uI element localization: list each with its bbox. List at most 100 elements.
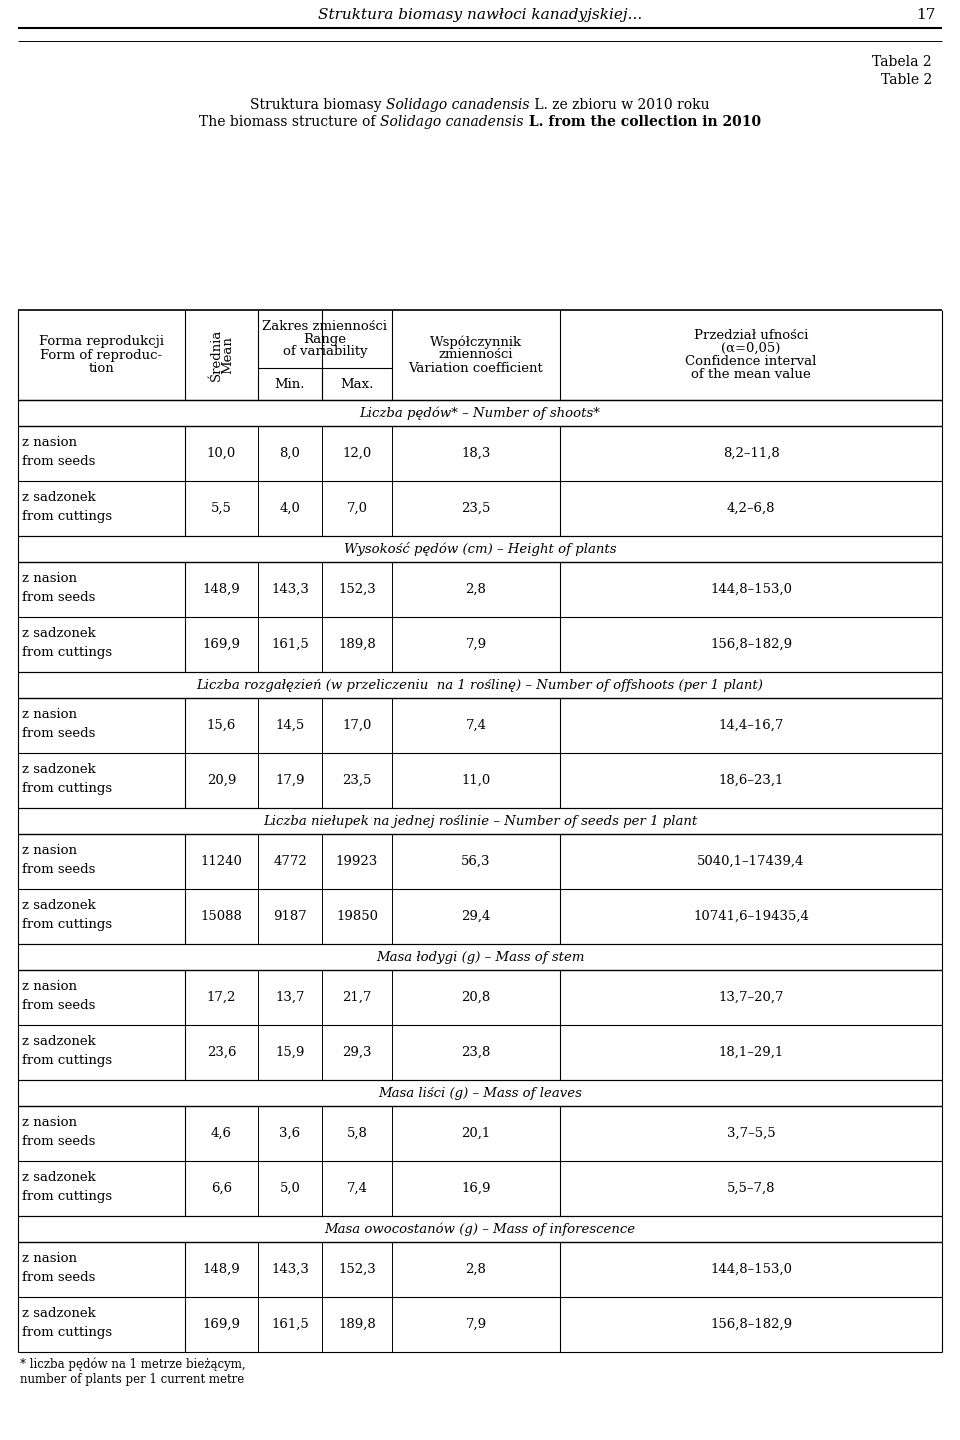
Text: 11240: 11240 xyxy=(201,855,243,868)
Text: 8,2–11,8: 8,2–11,8 xyxy=(723,446,780,459)
Text: z sadzonek: z sadzonek xyxy=(22,491,96,504)
Text: Zakres zmienności: Zakres zmienności xyxy=(262,320,388,333)
Text: z nasion: z nasion xyxy=(22,844,77,857)
Text: 5,0: 5,0 xyxy=(279,1182,300,1195)
Text: Współczynnik: Współczynnik xyxy=(430,336,522,348)
Text: z nasion: z nasion xyxy=(22,981,77,994)
Text: z sadzonek: z sadzonek xyxy=(22,626,96,639)
Text: Max.: Max. xyxy=(340,377,373,390)
Text: from seeds: from seeds xyxy=(22,1272,95,1284)
Text: 143,3: 143,3 xyxy=(271,583,309,596)
Text: Średnia: Średnia xyxy=(210,328,223,382)
Text: 3,6: 3,6 xyxy=(279,1128,300,1140)
Text: Variation coefficient: Variation coefficient xyxy=(409,361,543,374)
Text: tion: tion xyxy=(88,361,114,374)
Text: 144,8–153,0: 144,8–153,0 xyxy=(710,583,792,596)
Text: 56,3: 56,3 xyxy=(461,855,491,868)
Text: 17: 17 xyxy=(916,9,935,22)
Text: 11,0: 11,0 xyxy=(462,775,491,788)
Text: z nasion: z nasion xyxy=(22,436,77,449)
Text: 20,9: 20,9 xyxy=(206,775,236,788)
Text: Liczba rozgałęzień (w przeliczeniu  na 1 roślinę) – Number of offshoots (per 1 p: Liczba rozgałęzień (w przeliczeniu na 1 … xyxy=(197,678,763,691)
Text: 15088: 15088 xyxy=(201,910,243,923)
Text: 13,7: 13,7 xyxy=(276,991,304,1004)
Text: 12,0: 12,0 xyxy=(343,446,372,459)
Text: 5,5–7,8: 5,5–7,8 xyxy=(727,1182,776,1195)
Text: 169,9: 169,9 xyxy=(203,1318,241,1331)
Text: 4,6: 4,6 xyxy=(211,1128,232,1140)
Text: Solidago canadensis: Solidago canadensis xyxy=(380,115,523,130)
Text: 23,5: 23,5 xyxy=(343,775,372,788)
Text: 169,9: 169,9 xyxy=(203,638,241,651)
Text: 23,8: 23,8 xyxy=(462,1045,491,1058)
Text: 7,4: 7,4 xyxy=(347,1182,368,1195)
Text: Tabela 2: Tabela 2 xyxy=(873,55,932,69)
Text: 20,1: 20,1 xyxy=(462,1128,491,1140)
Text: 143,3: 143,3 xyxy=(271,1263,309,1276)
Text: from cuttings: from cuttings xyxy=(22,1191,112,1204)
Text: 5,8: 5,8 xyxy=(347,1128,368,1140)
Text: Struktura biomasy: Struktura biomasy xyxy=(251,98,387,112)
Text: 19850: 19850 xyxy=(336,910,378,923)
Text: 10741,6–19435,4: 10741,6–19435,4 xyxy=(693,910,809,923)
Text: z sadzonek: z sadzonek xyxy=(22,763,96,776)
Text: from seeds: from seeds xyxy=(22,863,95,877)
Text: Struktura biomasy nawłoci kanadyjskiej...: Struktura biomasy nawłoci kanadyjskiej..… xyxy=(318,9,642,22)
Text: from cuttings: from cuttings xyxy=(22,510,112,523)
Text: Solidago canadensis: Solidago canadensis xyxy=(387,98,530,112)
Text: 23,6: 23,6 xyxy=(206,1045,236,1058)
Text: z nasion: z nasion xyxy=(22,708,77,721)
Text: of the mean value: of the mean value xyxy=(691,369,811,382)
Text: Mean: Mean xyxy=(221,336,234,374)
Text: z sadzonek: z sadzonek xyxy=(22,899,96,912)
Text: from seeds: from seeds xyxy=(22,1135,95,1148)
Text: 189,8: 189,8 xyxy=(338,1318,376,1331)
Text: Confidence interval: Confidence interval xyxy=(685,356,817,369)
Text: Liczba pędów* – Number of shoots*: Liczba pędów* – Number of shoots* xyxy=(360,406,600,419)
Text: * liczba pędów na 1 metrze bieżącym,: * liczba pędów na 1 metrze bieżącym, xyxy=(20,1358,246,1371)
Text: from seeds: from seeds xyxy=(22,727,95,740)
Text: z nasion: z nasion xyxy=(22,572,77,585)
Text: 152,3: 152,3 xyxy=(338,1263,376,1276)
Text: (α=0,05): (α=0,05) xyxy=(721,341,780,356)
Text: of variability: of variability xyxy=(282,346,368,359)
Text: 156,8–182,9: 156,8–182,9 xyxy=(710,1318,792,1331)
Text: 18,3: 18,3 xyxy=(462,446,491,459)
Text: L. from the collection in 2010: L. from the collection in 2010 xyxy=(523,115,760,130)
Text: 7,9: 7,9 xyxy=(466,638,487,651)
Text: 29,4: 29,4 xyxy=(462,910,491,923)
Text: 7,0: 7,0 xyxy=(347,503,368,516)
Text: 189,8: 189,8 xyxy=(338,638,376,651)
Text: 13,7–20,7: 13,7–20,7 xyxy=(718,991,783,1004)
Text: z nasion: z nasion xyxy=(22,1116,77,1129)
Text: from seeds: from seeds xyxy=(22,592,95,605)
Text: 19923: 19923 xyxy=(336,855,378,868)
Text: Form of reproduc-: Form of reproduc- xyxy=(40,348,162,361)
Text: zmienności: zmienności xyxy=(439,348,514,361)
Text: 23,5: 23,5 xyxy=(462,503,491,516)
Text: 14,5: 14,5 xyxy=(276,719,304,732)
Text: 16,9: 16,9 xyxy=(461,1182,491,1195)
Text: 6,6: 6,6 xyxy=(211,1182,232,1195)
Text: 29,3: 29,3 xyxy=(343,1045,372,1058)
Text: from seeds: from seeds xyxy=(22,999,95,1012)
Text: 161,5: 161,5 xyxy=(271,1318,309,1331)
Text: 15,6: 15,6 xyxy=(206,719,236,732)
Text: 156,8–182,9: 156,8–182,9 xyxy=(710,638,792,651)
Text: 4,2–6,8: 4,2–6,8 xyxy=(727,503,776,516)
Text: 4,0: 4,0 xyxy=(279,503,300,516)
Text: 20,8: 20,8 xyxy=(462,991,491,1004)
Text: 2,8: 2,8 xyxy=(466,1263,487,1276)
Text: 161,5: 161,5 xyxy=(271,638,309,651)
Text: 144,8–153,0: 144,8–153,0 xyxy=(710,1263,792,1276)
Text: z nasion: z nasion xyxy=(22,1251,77,1264)
Text: 21,7: 21,7 xyxy=(343,991,372,1004)
Text: 15,9: 15,9 xyxy=(276,1045,304,1058)
Text: Masa łodygi (g) – Mass of stem: Masa łodygi (g) – Mass of stem xyxy=(375,950,585,963)
Text: from cuttings: from cuttings xyxy=(22,782,112,795)
Text: Wysokość pędów (cm) – Height of plants: Wysokość pędów (cm) – Height of plants xyxy=(344,541,616,556)
Text: 2,8: 2,8 xyxy=(466,583,487,596)
Text: Forma reprodukcji: Forma reprodukcji xyxy=(39,336,164,348)
Text: Przedział ufności: Przedział ufności xyxy=(694,328,808,341)
Text: from cuttings: from cuttings xyxy=(22,1054,112,1067)
